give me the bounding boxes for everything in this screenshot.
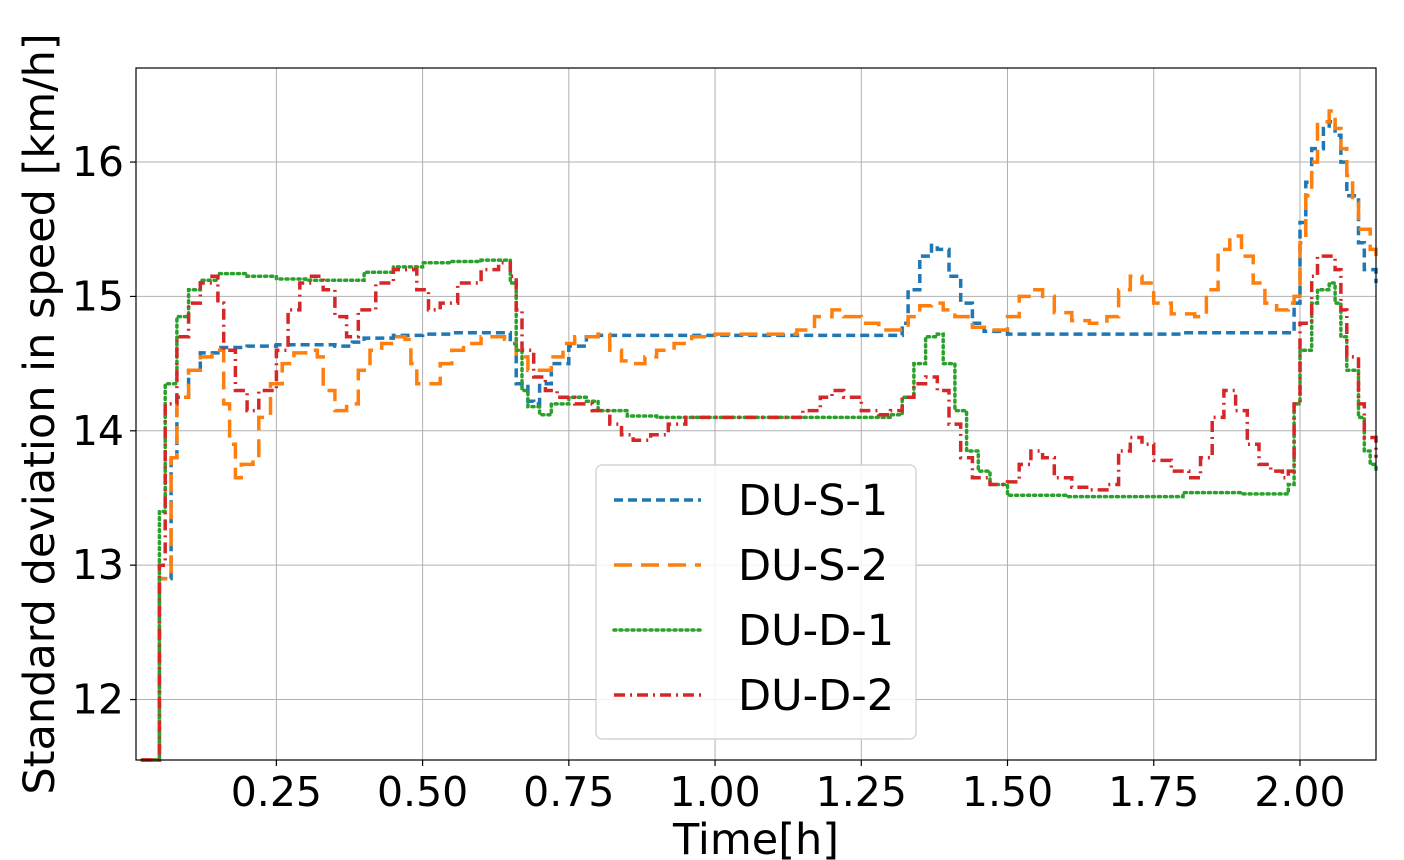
series-lines [140,109,1378,762]
y-tick-label: 15 [72,272,124,320]
legend-label: DU-D-2 [738,671,894,721]
x-tick-label: 1.25 [816,768,907,816]
axis-ticks: 0.25 0.50 0.75 1.00 1.25 1.50 1.75 2.00 12 13 14 15… [72,138,1346,816]
y-tick-label: 13 [72,541,124,589]
series-line-du-d-1 [140,258,1378,762]
series-line-du-s-1 [141,119,1378,762]
x-tick-label: 2.00 [1254,768,1345,816]
x-tick-label: 1.00 [669,768,760,816]
legend-label: DU-S-2 [738,541,888,591]
y-axis-title: Standard deviation in speed [km/h] [15,33,65,794]
plot-frame [135,67,1377,761]
legend-label: DU-D-1 [738,606,894,656]
y-tick-label: 16 [72,138,124,186]
x-axis-title: Time[h] [672,815,839,860]
y-tick-label: 12 [72,676,124,724]
x-tick-label: 1.75 [1108,768,1199,816]
legend-label: DU-S-1 [738,476,888,526]
legend-box [595,464,917,740]
series-line-du-s-2 [141,109,1378,762]
y-tick-label: 14 [72,407,124,455]
x-tick-label: 0.75 [523,768,614,816]
legend: DU-S-1 DU-S-2 DU-D-1 DU-D-2 [595,464,917,740]
x-tick-label: 1.50 [962,768,1053,816]
x-tick-label: 0.25 [231,768,322,816]
x-tick-label: 0.50 [377,768,468,816]
